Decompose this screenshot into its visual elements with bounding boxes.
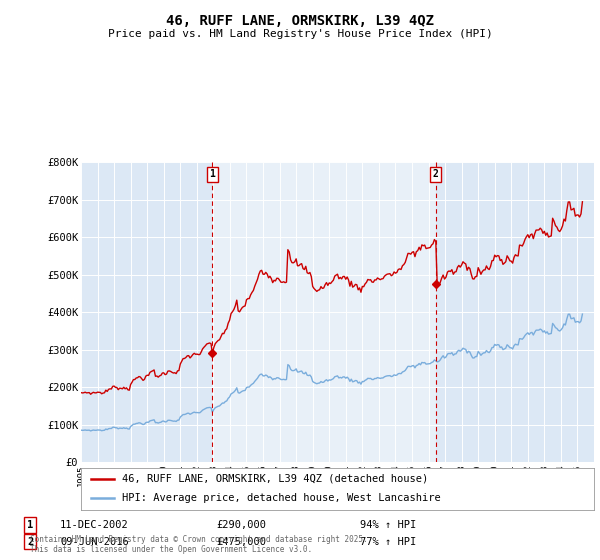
Text: 2: 2: [433, 169, 439, 179]
Text: 1: 1: [27, 520, 33, 530]
Text: Price paid vs. HM Land Registry's House Price Index (HPI): Price paid vs. HM Land Registry's House …: [107, 29, 493, 39]
Text: £475,000: £475,000: [216, 536, 266, 547]
Text: 46, RUFF LANE, ORMSKIRK, L39 4QZ (detached house): 46, RUFF LANE, ORMSKIRK, L39 4QZ (detach…: [122, 474, 428, 484]
Text: 46, RUFF LANE, ORMSKIRK, L39 4QZ: 46, RUFF LANE, ORMSKIRK, L39 4QZ: [166, 14, 434, 28]
Bar: [212, 162, 436, 462]
Text: 11-DEC-2002: 11-DEC-2002: [60, 520, 129, 530]
Text: Contains HM Land Registry data © Crown copyright and database right 2025.
This d: Contains HM Land Registry data © Crown c…: [30, 535, 368, 554]
Text: HPI: Average price, detached house, West Lancashire: HPI: Average price, detached house, West…: [122, 493, 441, 503]
Text: 2: 2: [27, 536, 33, 547]
Text: 1: 1: [209, 169, 215, 179]
Text: £290,000: £290,000: [216, 520, 266, 530]
Text: 09-JUN-2016: 09-JUN-2016: [60, 536, 129, 547]
Text: 94% ↑ HPI: 94% ↑ HPI: [360, 520, 416, 530]
Text: 77% ↑ HPI: 77% ↑ HPI: [360, 536, 416, 547]
